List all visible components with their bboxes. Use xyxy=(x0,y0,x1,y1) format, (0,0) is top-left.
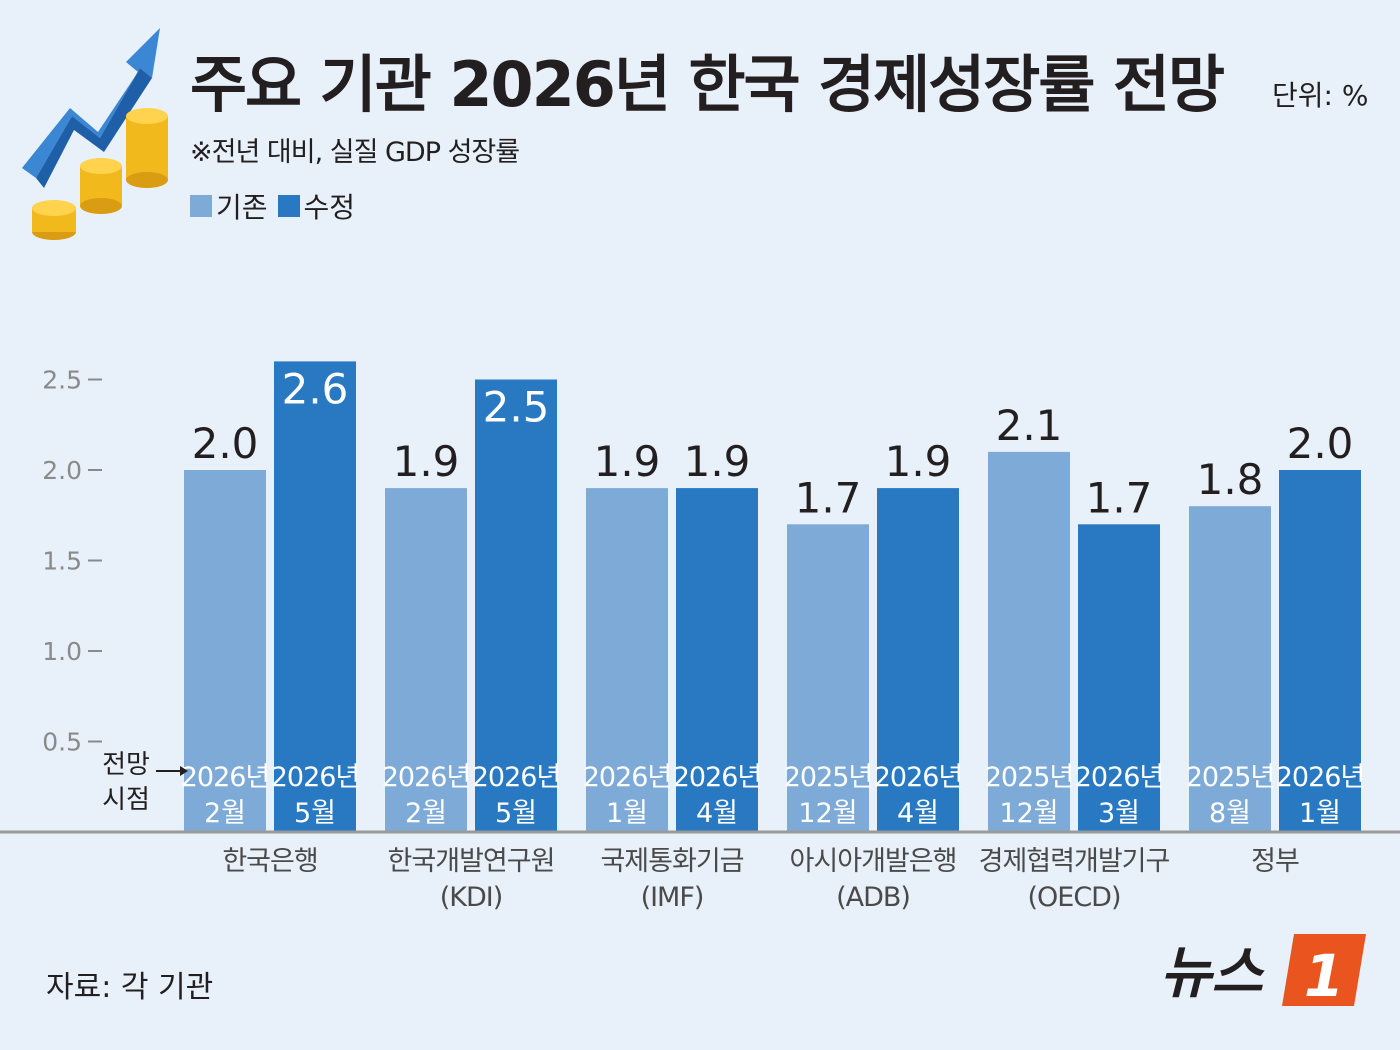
legend-item-existing: 기존 xyxy=(190,186,268,226)
category-label: (IMF) xyxy=(641,882,704,913)
bar-existing xyxy=(787,524,869,832)
forecast-date-month: 12월 xyxy=(999,798,1058,829)
page-title: 주요 기관 2026년 한국 경제성장률 전망 xyxy=(190,48,1225,121)
logo-mark-text: 1 xyxy=(1304,942,1344,1010)
bar-revised xyxy=(274,361,356,832)
y-axis: 0.5 1.0 1.5 2.0 2.5 xyxy=(42,366,102,757)
forecast-date-year: 2026년 xyxy=(382,762,471,793)
category-label: 경제협력개발기구 xyxy=(979,846,1170,877)
category-label: 한국개발연구원 xyxy=(388,846,555,877)
bar-existing xyxy=(1189,506,1271,832)
bar-revised xyxy=(676,488,758,832)
category-label: 정부 xyxy=(1251,846,1299,877)
bar-revised xyxy=(1078,524,1160,832)
forecast-date-year: 2026년 xyxy=(472,762,561,793)
value-label: 1.7 xyxy=(1086,473,1153,522)
value-label: 1.9 xyxy=(393,437,460,486)
category-label: 아시아개발은행 xyxy=(790,846,957,877)
forecast-date-year: 2025년 xyxy=(985,762,1074,793)
bar-existing xyxy=(184,470,266,832)
forecast-date-year: 2026년 xyxy=(181,762,270,793)
category-labels: 한국은행 한국개발연구원 (KDI) 국제통화기금 (IMF) 아시아개발은행 (ADB) 경… xyxy=(222,846,1300,913)
value-label: 1.9 xyxy=(885,437,952,486)
bar-existing xyxy=(385,488,467,832)
category-label: (KDI) xyxy=(440,882,503,913)
bar-revised xyxy=(1279,470,1361,832)
legend-item-revised: 수정 xyxy=(277,186,356,226)
forecast-date-month: 2월 xyxy=(405,798,447,829)
value-label: 1.7 xyxy=(795,473,862,522)
growth-arrow-icon xyxy=(22,28,160,188)
value-label: 1.9 xyxy=(684,437,751,486)
forecast-date-month: 5월 xyxy=(294,798,336,829)
value-label: 1.8 xyxy=(1197,455,1264,504)
forecast-marker: 전망 시점 xyxy=(102,750,188,815)
value-label: 2.0 xyxy=(1287,419,1354,468)
forecast-date-month: 4월 xyxy=(897,798,939,829)
category-label: (ADB) xyxy=(836,882,910,913)
bar-revised xyxy=(877,488,959,832)
y-tick-label: 2.5 xyxy=(42,366,82,395)
forecast-date-year: 2025년 xyxy=(784,762,873,793)
forecast-date-month: 4월 xyxy=(696,798,738,829)
forecast-date-year: 2026년 xyxy=(583,762,672,793)
logo-mark-icon xyxy=(1282,934,1366,1006)
y-tick-label: 2.0 xyxy=(42,456,82,485)
forecast-date-year: 2026년 xyxy=(874,762,963,793)
forecast-marker-line1: 전망 xyxy=(102,750,150,780)
subtitle: ※전년 대비, 실질 GDP 성장률 xyxy=(190,137,520,168)
forecast-date-month: 1월 xyxy=(1299,798,1341,829)
legend-label-existing: 기존 xyxy=(216,191,268,224)
forecast-date-year: 2026년 xyxy=(271,762,360,793)
forecast-date-month: 8월 xyxy=(1209,798,1251,829)
bar-existing xyxy=(586,488,668,832)
bar-existing xyxy=(988,451,1070,832)
y-tick-label: 0.5 xyxy=(42,728,82,757)
forecast-date-year: 2026년 xyxy=(1276,762,1365,793)
value-label: 2.0 xyxy=(192,419,259,468)
legend-label-revised: 수정 xyxy=(303,191,356,224)
forecast-date-year: 2025년 xyxy=(1186,762,1275,793)
news1-logo: 뉴스 1 xyxy=(1160,934,1366,1010)
category-label: (OECD) xyxy=(1027,882,1120,913)
source-note: 자료: 각 기관 xyxy=(46,970,214,1005)
category-label: 국제통화기금 xyxy=(600,846,743,877)
forecast-date-month: 5월 xyxy=(495,798,537,829)
unit-label: 단위: % xyxy=(1272,79,1369,112)
legend: 기존 수정 xyxy=(190,186,365,226)
logo-text: 뉴스 xyxy=(1160,941,1266,1006)
forecast-date-month: 3월 xyxy=(1098,798,1140,829)
y-tick-label: 1.5 xyxy=(42,547,82,576)
coin-stack-icon xyxy=(32,108,168,240)
y-tick-label: 1.0 xyxy=(42,637,82,666)
forecast-marker-line2: 시점 xyxy=(102,785,150,815)
marker-arrow-head xyxy=(180,766,188,776)
value-label: 2.5 xyxy=(483,383,550,432)
bar-revised xyxy=(475,379,557,832)
legend-swatch-revised xyxy=(277,195,300,217)
forecast-date-year: 2026년 xyxy=(1075,762,1164,793)
category-label: 한국은행 xyxy=(222,846,317,877)
value-label: 2.1 xyxy=(996,401,1063,450)
forecast-date-month: 2월 xyxy=(204,798,246,829)
forecast-date-year: 2026년 xyxy=(673,762,762,793)
legend-swatch-existing xyxy=(190,195,212,217)
value-label: 1.9 xyxy=(594,437,661,486)
forecast-date-month: 12월 xyxy=(798,798,857,829)
bars-layer: 2.0 2026년 2월 2.6 2026년 5월 1.9 2026년 2월 2.5 2026년 5월… xyxy=(181,361,1365,832)
forecast-date-month: 1월 xyxy=(606,798,648,829)
value-label: 2.6 xyxy=(282,364,349,413)
